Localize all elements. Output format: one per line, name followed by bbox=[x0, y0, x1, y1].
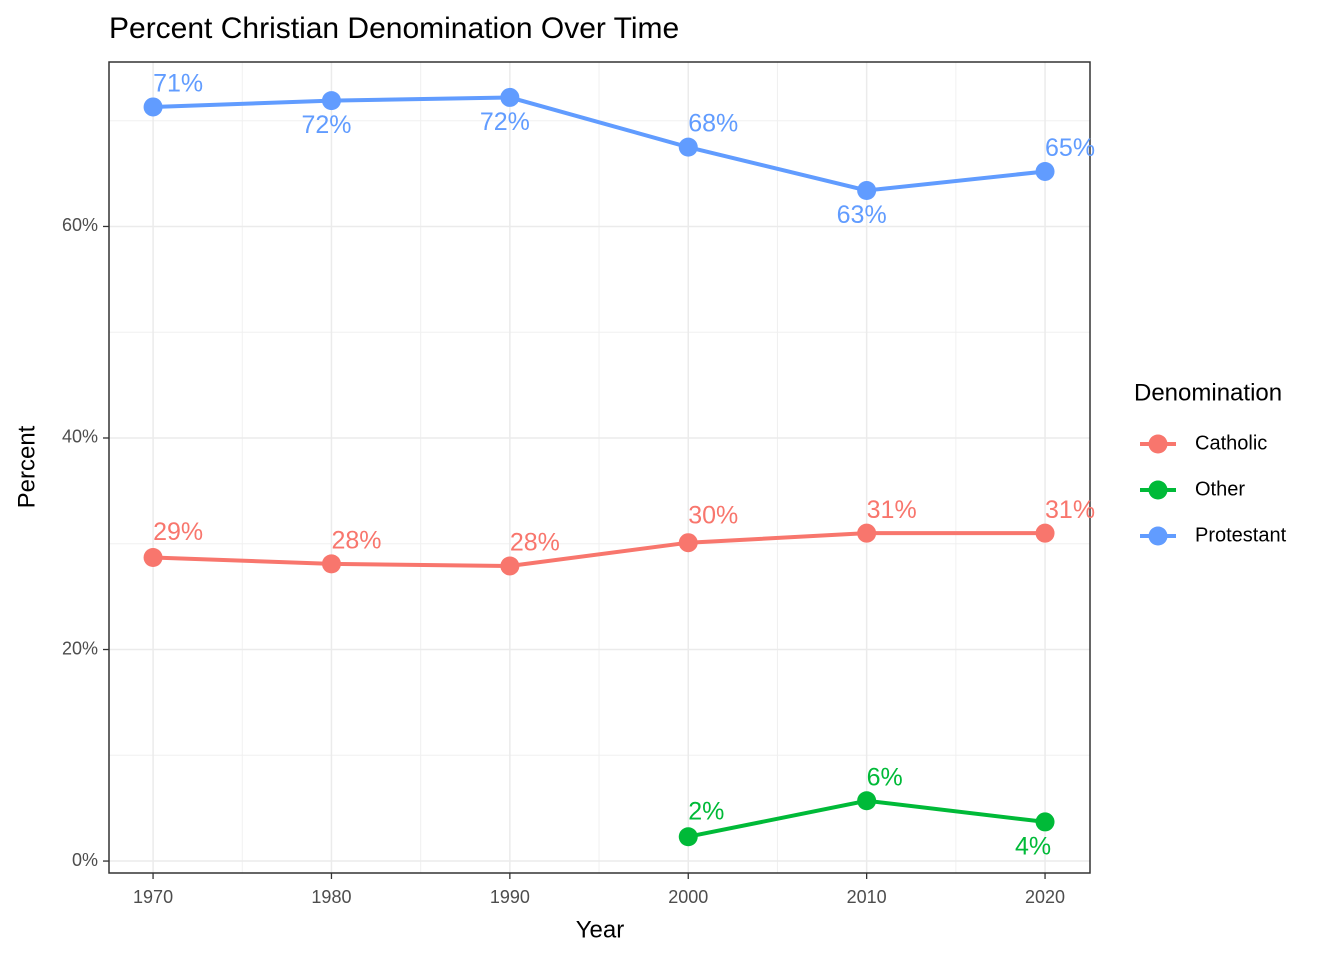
chart-title: Percent Christian Denomination Over Time bbox=[109, 12, 679, 45]
x-tick-label: 1990 bbox=[490, 887, 530, 907]
data-label: 4% bbox=[1015, 833, 1051, 861]
point bbox=[678, 827, 698, 847]
point bbox=[1035, 812, 1055, 832]
data-label: 63% bbox=[837, 201, 887, 229]
x-axis-title: Year bbox=[576, 916, 625, 943]
y-tick-label: 40% bbox=[62, 427, 98, 447]
x-tick-label: 1980 bbox=[311, 887, 351, 907]
data-label: 30% bbox=[688, 501, 738, 529]
line bbox=[152, 95, 1046, 193]
data-label: 28% bbox=[331, 526, 381, 554]
point bbox=[678, 533, 698, 553]
point bbox=[500, 87, 520, 107]
legend-marker bbox=[1148, 434, 1168, 454]
point bbox=[1035, 523, 1055, 543]
point bbox=[857, 181, 877, 201]
y-tick-label: 60% bbox=[62, 215, 98, 235]
data-label: 72% bbox=[301, 111, 351, 139]
data-label: 28% bbox=[510, 529, 560, 557]
legend-label: Other bbox=[1195, 478, 1245, 500]
legend-label: Protestant bbox=[1195, 524, 1287, 546]
point bbox=[1035, 161, 1055, 181]
point bbox=[500, 556, 520, 576]
legend-marker bbox=[1148, 480, 1168, 500]
point bbox=[143, 97, 163, 117]
point bbox=[321, 91, 341, 111]
x-tick-label: 2000 bbox=[668, 887, 708, 907]
data-label: 65% bbox=[1045, 134, 1095, 162]
x-tick-label: 2010 bbox=[847, 887, 887, 907]
data-label: 71% bbox=[153, 70, 203, 98]
point bbox=[321, 554, 341, 574]
point bbox=[857, 791, 877, 811]
y-tick-label: 20% bbox=[62, 638, 98, 658]
y-tick-label: 0% bbox=[72, 850, 98, 870]
data-label: 68% bbox=[688, 110, 738, 138]
legend-label: Catholic bbox=[1195, 432, 1267, 454]
point bbox=[857, 523, 877, 543]
point bbox=[678, 137, 698, 157]
data-label: 6% bbox=[867, 763, 903, 791]
x-tick-label: 1970 bbox=[133, 887, 173, 907]
line bbox=[152, 531, 1046, 568]
legend-title: Denomination bbox=[1134, 379, 1282, 406]
data-label: 31% bbox=[867, 496, 917, 524]
y-axis-title: Percent bbox=[13, 425, 40, 508]
point bbox=[143, 548, 163, 568]
panel-border bbox=[108, 61, 1091, 874]
data-label: 31% bbox=[1045, 496, 1095, 524]
data-label: 2% bbox=[688, 797, 724, 825]
legend-marker bbox=[1148, 526, 1168, 546]
data-label: 72% bbox=[480, 108, 530, 136]
x-tick-label: 2020 bbox=[1025, 887, 1065, 907]
data-label: 29% bbox=[153, 518, 203, 546]
